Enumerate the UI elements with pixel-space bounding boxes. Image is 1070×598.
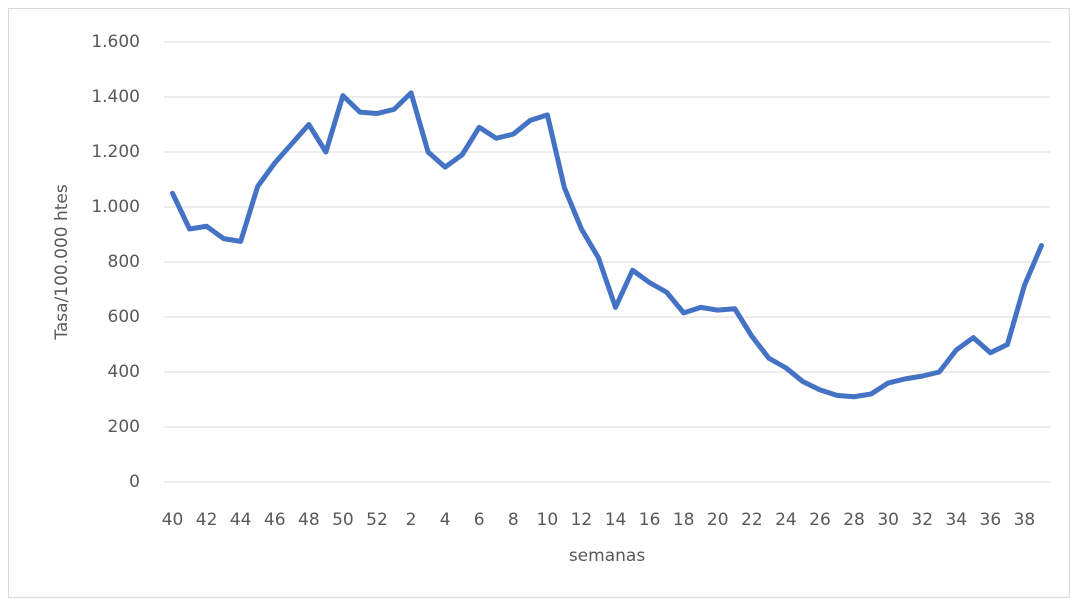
x-tick-label: 16 — [639, 510, 661, 530]
x-tick-label: 4 — [440, 510, 451, 530]
x-tick-label: 52 — [366, 510, 388, 530]
x-tick-label: 34 — [945, 510, 967, 530]
x-tick-label: 20 — [707, 510, 729, 530]
y-axis-label: Tasa/100.000 htes — [52, 184, 72, 341]
y-tick-label: 0 — [129, 472, 140, 492]
x-tick-label: 22 — [741, 510, 763, 530]
x-tick-label: 30 — [877, 510, 899, 530]
x-tick-label: 2 — [406, 510, 417, 530]
x-tick-label: 6 — [474, 510, 485, 530]
x-tick-label: 12 — [571, 510, 593, 530]
y-tick-label: 400 — [108, 362, 140, 382]
data-line — [170, 90, 1044, 400]
x-tick-label: 36 — [980, 510, 1002, 530]
x-tick-label: 18 — [673, 510, 695, 530]
x-tick-label: 50 — [332, 510, 354, 530]
y-tick-label: 1.000 — [91, 197, 140, 217]
x-tick-label: 14 — [605, 510, 627, 530]
y-tick-label: 1.400 — [91, 87, 140, 107]
x-tick-label: 46 — [264, 510, 286, 530]
y-tick-label: 1.600 — [91, 32, 140, 52]
x-tick-label: 28 — [843, 510, 865, 530]
y-tick-label: 200 — [108, 417, 140, 437]
x-tick-label: 48 — [298, 510, 320, 530]
x-tick-label: 10 — [537, 510, 559, 530]
x-tick-label: 38 — [1014, 510, 1036, 530]
x-tick-label: 26 — [809, 510, 831, 530]
x-tick-label: 24 — [775, 510, 797, 530]
x-tick-label: 8 — [508, 510, 519, 530]
x-tick-label: 44 — [230, 510, 252, 530]
x-tick-label: 42 — [196, 510, 218, 530]
y-tick-label: 800 — [108, 252, 140, 272]
x-tick-label: 40 — [162, 510, 184, 530]
x-tick-label: 32 — [911, 510, 933, 530]
y-tick-label: 1.200 — [91, 142, 140, 162]
x-axis-label: semanas — [569, 546, 645, 566]
y-tick-label: 600 — [108, 307, 140, 327]
